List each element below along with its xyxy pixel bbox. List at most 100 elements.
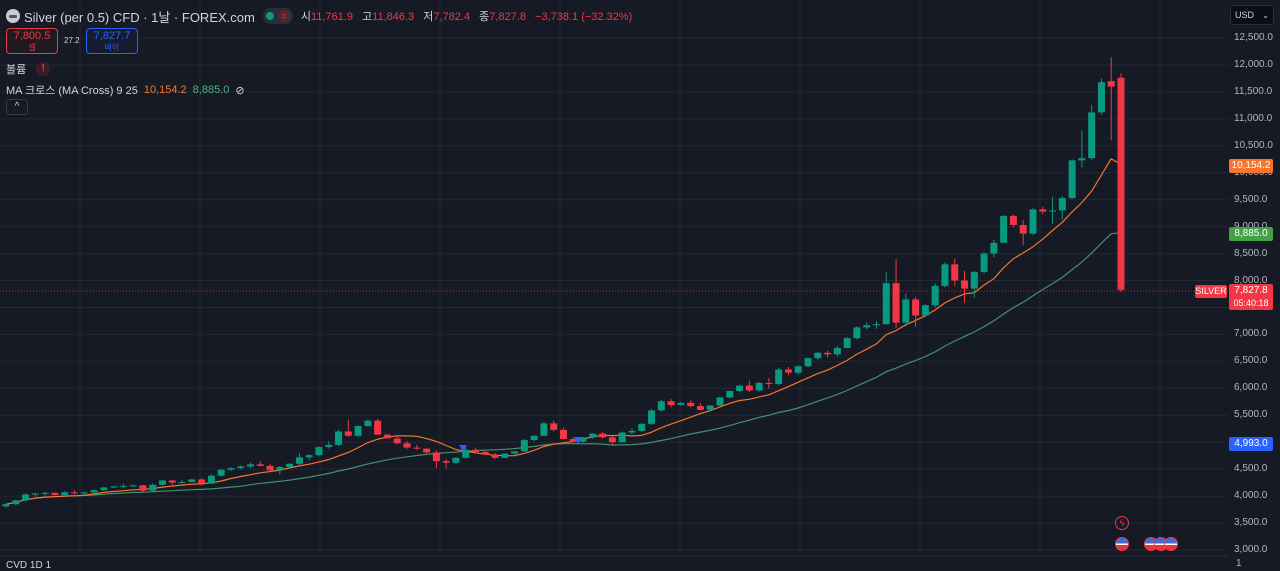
up-candle [540,423,548,436]
down-candle [139,485,147,491]
ohlc-values: 시11,761.9 고11,846.3 저7,782.4 종7,827.8 −3… [301,8,638,24]
up-candle [677,402,685,406]
up-candle [110,486,118,488]
warning-icon[interactable]: ! [36,62,51,76]
cross-markers [459,437,582,452]
up-candle [638,423,646,431]
down-candle [198,479,206,484]
hidden-eye-icon[interactable]: ⊘ [235,84,245,97]
candles [2,57,1125,508]
up-candle [863,325,871,328]
down-candle [550,423,558,430]
close-value: 7,827.8 [489,11,526,23]
us-flag-event-icon[interactable] [1164,537,1178,551]
up-candle [706,405,714,410]
up-candle [843,338,851,348]
up-candle [100,487,108,491]
down-candle [1039,209,1047,212]
ma-slow-line [5,232,1122,505]
down-candle [560,429,567,439]
down-candle [471,449,479,452]
currency-select[interactable]: USD ⌄ [1230,5,1274,25]
up-candle [970,271,978,289]
down-candle [765,382,773,385]
down-candle [442,461,450,463]
ma-slow-price-label: 8,885.0 [1229,227,1273,241]
chart-grid [0,0,1228,556]
volume-label: 볼륨 [6,64,27,76]
up-candle [1049,210,1057,212]
up-candle [247,464,255,467]
up-candle [931,285,939,306]
up-candle [726,391,734,398]
price-tick: 3,500.0 [1234,517,1268,529]
up-candle [882,283,890,325]
up-candle [804,358,812,367]
price-tick: 12,500.0 [1234,32,1273,43]
down-candle [51,492,59,496]
chevron-up-icon: ^ [14,101,20,112]
down-candle [1009,215,1017,226]
buy-button[interactable]: 7,827.7 바이 [86,28,138,54]
up-candle [325,444,333,448]
close-key: 종 [479,11,490,23]
sell-button[interactable]: 7,800.5 셀 [6,28,58,54]
up-candle [295,457,303,464]
up-candle [775,369,783,385]
up-candle [31,493,39,495]
up-candle [657,401,665,411]
symbol-price-tag: SILVER [1195,285,1227,298]
up-candle [305,455,313,458]
lightning-event-icon[interactable]: ϟ [1115,516,1129,530]
up-candle [12,500,20,505]
cvd-indicator-label[interactable]: CVD 1D 1 [6,560,52,571]
ma-cross-legend[interactable]: MA 크로스 (MA Cross) 9 25 10,154.2 8,885.0 … [6,82,245,98]
change-value: −3,738.1 (−32.32%) [535,11,633,23]
down-candle [393,438,401,444]
up-candle [980,253,988,272]
up-candle [2,504,10,507]
down-candle [824,352,832,355]
up-candle [227,468,235,470]
price-tick: 9,000.0 [1234,221,1267,232]
up-candle [335,431,343,445]
up-candle [628,430,636,433]
pane-number: 1 [1236,558,1242,569]
up-candle [61,492,69,496]
price-tick: 11,500.0 [1234,85,1273,97]
down-candle [1117,77,1125,290]
price-tick: 3,000.0 [1234,544,1268,555]
price-tick: 10,500.0 [1234,139,1273,151]
collapse-legend-button[interactable]: ^ [6,99,28,115]
symbol-title[interactable]: Silver (per 0.5) CFD · 1날 · FOREX.com [24,9,255,25]
up-candle [902,299,910,323]
price-tick: 5,500.0 [1234,409,1268,421]
down-candle [1019,225,1027,234]
up-candle [462,449,470,458]
up-candle [648,410,656,424]
ma-cross-marker-icon [574,437,582,444]
volume-indicator-legend[interactable]: 볼륨 ! [6,61,51,77]
up-candle [579,437,587,442]
down-candle [266,465,274,471]
up-candle [833,347,841,355]
up-candle [207,475,215,484]
down-candle [481,451,489,455]
high-key: 고 [362,11,373,23]
buy-price: 7,827.7 [93,30,131,42]
up-candle [217,469,225,476]
up-candle [755,382,763,391]
market-status[interactable]: = [262,8,293,24]
up-candle [276,467,284,471]
us-flag-event-icon[interactable] [1115,537,1129,551]
ma-fast-value: 10,154.2 [143,84,187,96]
down-candle [696,406,704,410]
up-candle [853,327,861,339]
sell-price: 7,800.5 [13,30,51,42]
down-candle [423,448,431,453]
up-candle [354,426,362,436]
up-candle [149,484,157,491]
price-tick: 7,000.0 [1234,328,1268,340]
up-candle [501,453,509,458]
